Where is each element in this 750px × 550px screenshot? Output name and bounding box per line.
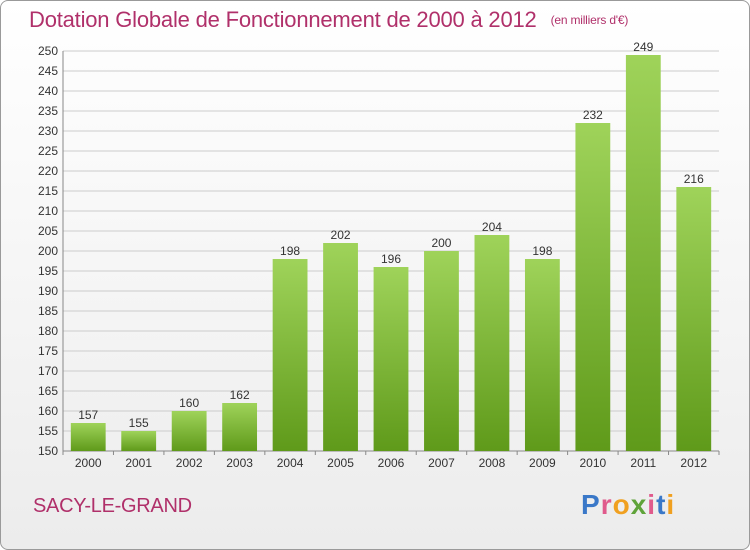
x-tick-label: 2001 [125,456,152,470]
bar [121,431,157,451]
logo-letter: t [656,489,667,520]
proxiti-logo: Proxiti [581,489,675,521]
bar [70,423,106,451]
y-tick-label: 170 [38,364,58,378]
bar-value-label: 155 [129,416,149,430]
bar [625,55,661,451]
bar-value-label: 162 [230,388,250,402]
bar [575,123,611,451]
y-tick-label: 195 [38,264,58,278]
bar-value-label: 198 [280,244,300,258]
x-tick-label: 2008 [479,456,506,470]
x-tick-label: 2003 [226,456,253,470]
city-name: SACY-LE-GRAND [33,495,192,517]
bar [524,259,560,451]
bar-value-label: 232 [583,108,603,122]
y-tick-label: 150 [38,444,58,458]
bar-value-label: 216 [684,172,704,186]
y-tick-label: 165 [38,384,58,398]
bar-value-label: 157 [78,408,98,422]
bar [373,267,409,451]
logo-letter: i [647,489,657,520]
y-tick-label: 250 [38,44,58,58]
value-labels: 157 155 160 162 198 202 196 200 204 198 232 249 216 [78,40,704,430]
y-tick-label: 160 [38,404,58,418]
bar [424,251,459,451]
x-tick-label: 2007 [428,456,455,470]
y-tick-label: 190 [38,284,58,298]
bar [676,187,712,451]
y-tick-label: 180 [38,324,58,338]
logo-letter: o [612,489,631,520]
x-tick-label: 2006 [378,456,405,470]
x-tick-label: 2004 [277,456,304,470]
bar [222,403,258,451]
bar [272,259,308,451]
logo-letter: r [600,489,613,520]
y-tick-label: 210 [38,204,58,218]
bar-value-label: 160 [179,396,199,410]
y-tick-label: 240 [38,84,58,98]
x-tick-label: 2002 [176,456,203,470]
chart-unit-note: (en milliers d'€) [550,13,629,27]
y-tick-label: 215 [38,184,58,198]
x-tick-label: 2011 [630,456,656,470]
axes: 150 155 160 165 170 175 180 185 190 195 200 205 210 2… [38,44,720,470]
bar-value-label: 204 [482,220,502,234]
chart-title: Dotation Globale de Fonctionnement de 20… [29,7,629,32]
y-tick-label: 175 [38,344,58,358]
bar-value-label: 198 [532,244,552,258]
bar-value-label: 200 [431,236,451,250]
bars [70,55,712,451]
y-tick-label: 220 [38,164,58,178]
y-tick-label: 225 [38,144,58,158]
x-tick-label: 2012 [680,456,707,470]
bar-value-label: 249 [633,40,653,54]
logo-letter: i [666,489,676,520]
bar [323,243,358,451]
bar [474,235,510,451]
y-tick-label: 200 [38,244,58,258]
y-tick-label: 185 [38,304,58,318]
bar [171,411,207,451]
y-tick-label: 235 [38,104,58,118]
y-tick-label: 205 [38,224,58,238]
logo-letter: x [630,489,648,520]
x-tick-label: 2005 [327,456,354,470]
x-tick-label: 2000 [75,456,102,470]
bar-value-label: 202 [331,228,351,242]
y-tick-label: 245 [38,64,58,78]
x-tick-label: 2009 [529,456,556,470]
x-tick-label: 2010 [579,456,606,470]
y-tick-label: 155 [38,424,58,438]
bar-value-label: 196 [381,252,401,266]
logo-letter: P [581,489,601,520]
y-tick-label: 230 [38,124,58,138]
